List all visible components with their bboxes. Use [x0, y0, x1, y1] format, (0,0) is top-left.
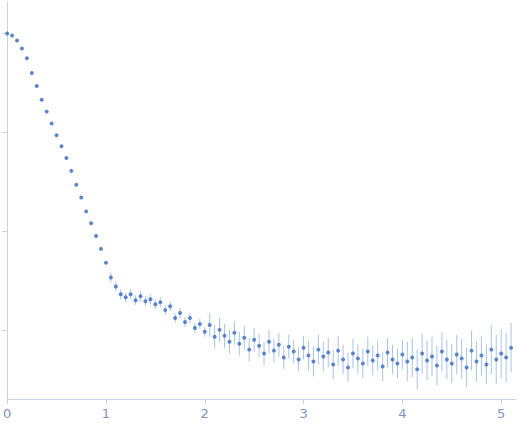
- svg-text:1: 1: [102, 406, 110, 421]
- svg-text:0: 0: [3, 406, 11, 421]
- svg-text:3: 3: [299, 406, 307, 421]
- svg-text:5: 5: [497, 406, 505, 421]
- svg-text:4: 4: [398, 406, 406, 421]
- svg-text:2: 2: [201, 406, 209, 421]
